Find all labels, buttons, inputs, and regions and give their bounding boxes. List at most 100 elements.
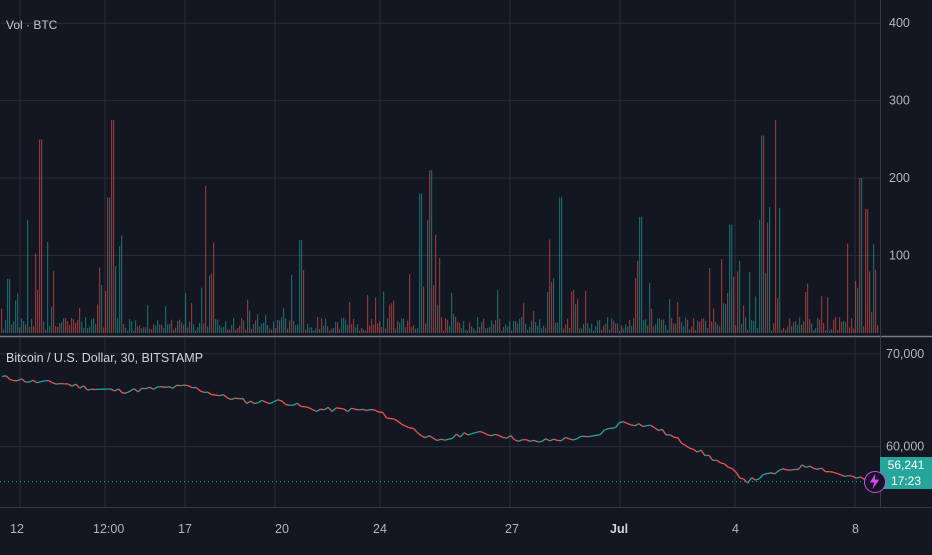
- volume-bar: [839, 317, 840, 333]
- price-segment: [406, 426, 410, 428]
- volume-bar: [133, 331, 134, 333]
- volume-bar: [359, 331, 360, 333]
- price-segment: [309, 408, 313, 410]
- volume-bar: [829, 331, 830, 333]
- volume-bar: [259, 326, 260, 333]
- volume-bar: [381, 327, 382, 333]
- volume-bar: [465, 330, 466, 333]
- price-segment: [441, 439, 445, 440]
- volume-bar: [431, 170, 432, 333]
- volume-bar: [393, 301, 394, 333]
- price-segment: [530, 440, 534, 441]
- volume-bar: [495, 320, 496, 333]
- price-segment: [701, 450, 705, 456]
- price-segment: [845, 476, 849, 477]
- price-segment: [682, 443, 686, 445]
- volume-bar: [31, 319, 32, 333]
- volume-bar: [663, 319, 664, 333]
- price-segment: [740, 478, 744, 479]
- volume-bar: [529, 327, 530, 333]
- volume-bar: [229, 330, 230, 333]
- volume-bar: [1, 309, 2, 333]
- volume-bar: [197, 327, 198, 333]
- volume-bar: [201, 288, 202, 333]
- price-segment: [604, 429, 608, 431]
- volume-bar: [779, 208, 780, 333]
- price-segment: [433, 438, 437, 440]
- price-segment: [220, 395, 224, 396]
- price-segment: [130, 389, 134, 391]
- volume-bar: [527, 330, 528, 333]
- volume-bar: [405, 327, 406, 333]
- price-segment: [561, 437, 565, 440]
- volume-bar: [13, 321, 14, 333]
- volume-bar: [687, 320, 688, 333]
- volume-bar: [533, 311, 534, 333]
- price-segment: [383, 412, 387, 418]
- volume-bar: [541, 328, 542, 333]
- volume-bar: [281, 317, 282, 333]
- volume-bar: [263, 323, 264, 333]
- price-segment: [324, 407, 328, 409]
- volume-bar: [787, 327, 788, 333]
- volume-bar: [579, 328, 580, 333]
- volume-bar: [49, 326, 50, 333]
- volume-bar: [685, 318, 686, 333]
- volume-bar: [469, 322, 470, 333]
- volume-bar: [765, 273, 766, 333]
- volume-bar: [183, 324, 184, 333]
- price-segment: [266, 402, 270, 403]
- volume-bar: [347, 325, 348, 333]
- price-segment: [429, 436, 433, 438]
- volume-bar: [591, 324, 592, 333]
- volume-bar: [873, 244, 874, 333]
- price-segment: [728, 467, 732, 468]
- price-segment: [519, 440, 523, 442]
- volume-bar: [63, 318, 64, 333]
- volume-bar: [589, 329, 590, 333]
- volume-bar: [255, 320, 256, 333]
- lightning-icon[interactable]: [864, 471, 886, 493]
- price-segment: [305, 407, 309, 408]
- price-segment: [456, 434, 460, 437]
- volume-bar: [561, 197, 562, 333]
- price-segment: [320, 409, 324, 410]
- volume-bar: [487, 328, 488, 333]
- volume-bar: [277, 320, 278, 333]
- volume-bar: [247, 300, 248, 333]
- volume-bar: [783, 328, 784, 333]
- volume-bar: [731, 225, 732, 333]
- volume-bar: [377, 323, 378, 333]
- volume-bar: [823, 323, 824, 333]
- volume-bar: [799, 317, 800, 333]
- price-segment: [188, 386, 192, 388]
- volume-bar: [119, 246, 120, 333]
- price-segment: [499, 436, 503, 438]
- price-segment: [278, 400, 282, 401]
- volume-bar: [841, 322, 842, 333]
- volume-bar: [355, 327, 356, 333]
- volume-bar: [583, 324, 584, 333]
- price-segment: [623, 422, 627, 424]
- price-pane-label[interactable]: Bitcoin / U.S. Dollar, 30, BITSTAMP: [6, 351, 203, 365]
- price-segment: [223, 395, 227, 398]
- volume-bar: [271, 330, 272, 333]
- time-axis-label: 20: [275, 522, 289, 536]
- time-axis-label: 8: [852, 522, 859, 536]
- volume-bar: [809, 319, 810, 333]
- volume-bar: [549, 239, 550, 333]
- volume-bar: [849, 327, 850, 333]
- volume-bar: [865, 209, 866, 333]
- volume-bar: [9, 279, 10, 333]
- volume-bar: [319, 329, 320, 333]
- volume-bar: [655, 324, 656, 333]
- volume-bar: [791, 326, 792, 333]
- price-segment: [577, 436, 581, 439]
- price-segment: [736, 472, 740, 478]
- volume-bar: [391, 303, 392, 333]
- volume-bar: [821, 296, 822, 333]
- price-segment: [41, 381, 45, 382]
- volume-pane-label[interactable]: Vol · BTC: [6, 18, 57, 32]
